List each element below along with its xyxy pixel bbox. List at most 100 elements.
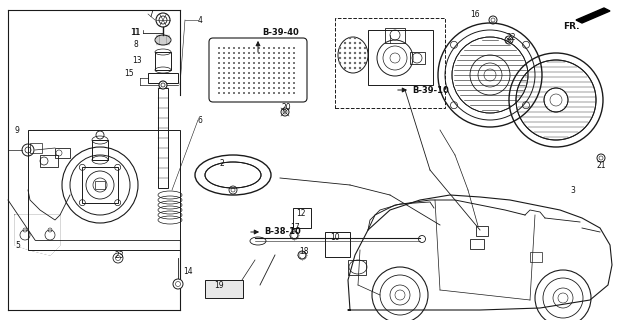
Circle shape — [228, 77, 230, 79]
Circle shape — [354, 67, 356, 69]
Circle shape — [223, 57, 225, 59]
Circle shape — [238, 72, 240, 74]
Circle shape — [273, 77, 275, 79]
Circle shape — [248, 82, 250, 84]
Circle shape — [228, 57, 230, 59]
Bar — [470, 239, 484, 249]
Bar — [148, 73, 178, 83]
Circle shape — [253, 87, 255, 89]
Circle shape — [223, 67, 225, 69]
Circle shape — [223, 72, 225, 74]
Circle shape — [263, 57, 265, 59]
Circle shape — [263, 77, 265, 79]
Text: 18: 18 — [299, 247, 308, 257]
Text: B-39-40: B-39-40 — [262, 28, 299, 36]
Circle shape — [218, 82, 220, 84]
Text: 21: 21 — [597, 161, 607, 170]
Text: 19: 19 — [214, 281, 223, 290]
Circle shape — [268, 72, 270, 74]
FancyBboxPatch shape — [209, 38, 307, 102]
Circle shape — [253, 67, 255, 69]
Text: 6: 6 — [198, 116, 203, 124]
Bar — [368, 30, 433, 85]
Circle shape — [228, 47, 230, 49]
Circle shape — [283, 72, 285, 74]
Circle shape — [278, 67, 280, 69]
Circle shape — [293, 67, 295, 69]
Circle shape — [218, 87, 220, 89]
Text: 13: 13 — [132, 55, 142, 65]
Circle shape — [344, 57, 346, 59]
Circle shape — [258, 77, 260, 79]
Circle shape — [278, 47, 280, 49]
Ellipse shape — [205, 162, 261, 188]
Circle shape — [263, 72, 265, 74]
Text: 23: 23 — [114, 251, 124, 260]
Circle shape — [273, 47, 275, 49]
Circle shape — [253, 62, 255, 64]
Circle shape — [359, 47, 361, 49]
Circle shape — [238, 62, 240, 64]
Circle shape — [258, 82, 260, 84]
Circle shape — [263, 87, 265, 89]
Circle shape — [243, 92, 245, 94]
Circle shape — [258, 47, 260, 49]
Circle shape — [268, 47, 270, 49]
Circle shape — [159, 81, 167, 89]
Circle shape — [283, 62, 285, 64]
Circle shape — [339, 47, 341, 49]
Circle shape — [268, 52, 270, 54]
Circle shape — [278, 57, 280, 59]
Circle shape — [293, 87, 295, 89]
Circle shape — [268, 92, 270, 94]
Circle shape — [228, 92, 230, 94]
Circle shape — [452, 37, 528, 113]
Text: 20: 20 — [282, 102, 292, 111]
Circle shape — [253, 57, 255, 59]
Circle shape — [288, 52, 290, 54]
Circle shape — [359, 57, 361, 59]
Circle shape — [263, 82, 265, 84]
Circle shape — [248, 87, 250, 89]
Circle shape — [273, 67, 275, 69]
Circle shape — [293, 82, 295, 84]
Circle shape — [258, 57, 260, 59]
Circle shape — [344, 42, 346, 44]
Circle shape — [233, 47, 235, 49]
Text: 14: 14 — [183, 268, 193, 276]
Circle shape — [223, 47, 225, 49]
Circle shape — [273, 82, 275, 84]
Circle shape — [283, 92, 285, 94]
Circle shape — [268, 62, 270, 64]
Circle shape — [253, 82, 255, 84]
Circle shape — [278, 82, 280, 84]
Circle shape — [218, 57, 220, 59]
Circle shape — [233, 92, 235, 94]
Bar — [158, 88, 168, 188]
Circle shape — [293, 47, 295, 49]
Circle shape — [278, 92, 280, 94]
Text: 5: 5 — [15, 241, 20, 250]
Bar — [385, 28, 405, 43]
Circle shape — [273, 57, 275, 59]
Circle shape — [288, 57, 290, 59]
Circle shape — [348, 57, 351, 59]
Circle shape — [233, 62, 235, 64]
Bar — [348, 260, 366, 275]
Circle shape — [263, 52, 265, 54]
Circle shape — [268, 87, 270, 89]
Circle shape — [243, 82, 245, 84]
Circle shape — [354, 52, 356, 54]
Circle shape — [364, 57, 366, 59]
Text: B-39-10: B-39-10 — [412, 85, 449, 94]
Circle shape — [223, 87, 225, 89]
Circle shape — [248, 72, 250, 74]
Text: 12: 12 — [296, 209, 306, 218]
Bar — [530, 252, 542, 262]
Bar — [205, 280, 243, 298]
Circle shape — [218, 72, 220, 74]
Circle shape — [268, 82, 270, 84]
Circle shape — [248, 47, 250, 49]
Circle shape — [238, 52, 240, 54]
Text: 2: 2 — [220, 158, 225, 167]
